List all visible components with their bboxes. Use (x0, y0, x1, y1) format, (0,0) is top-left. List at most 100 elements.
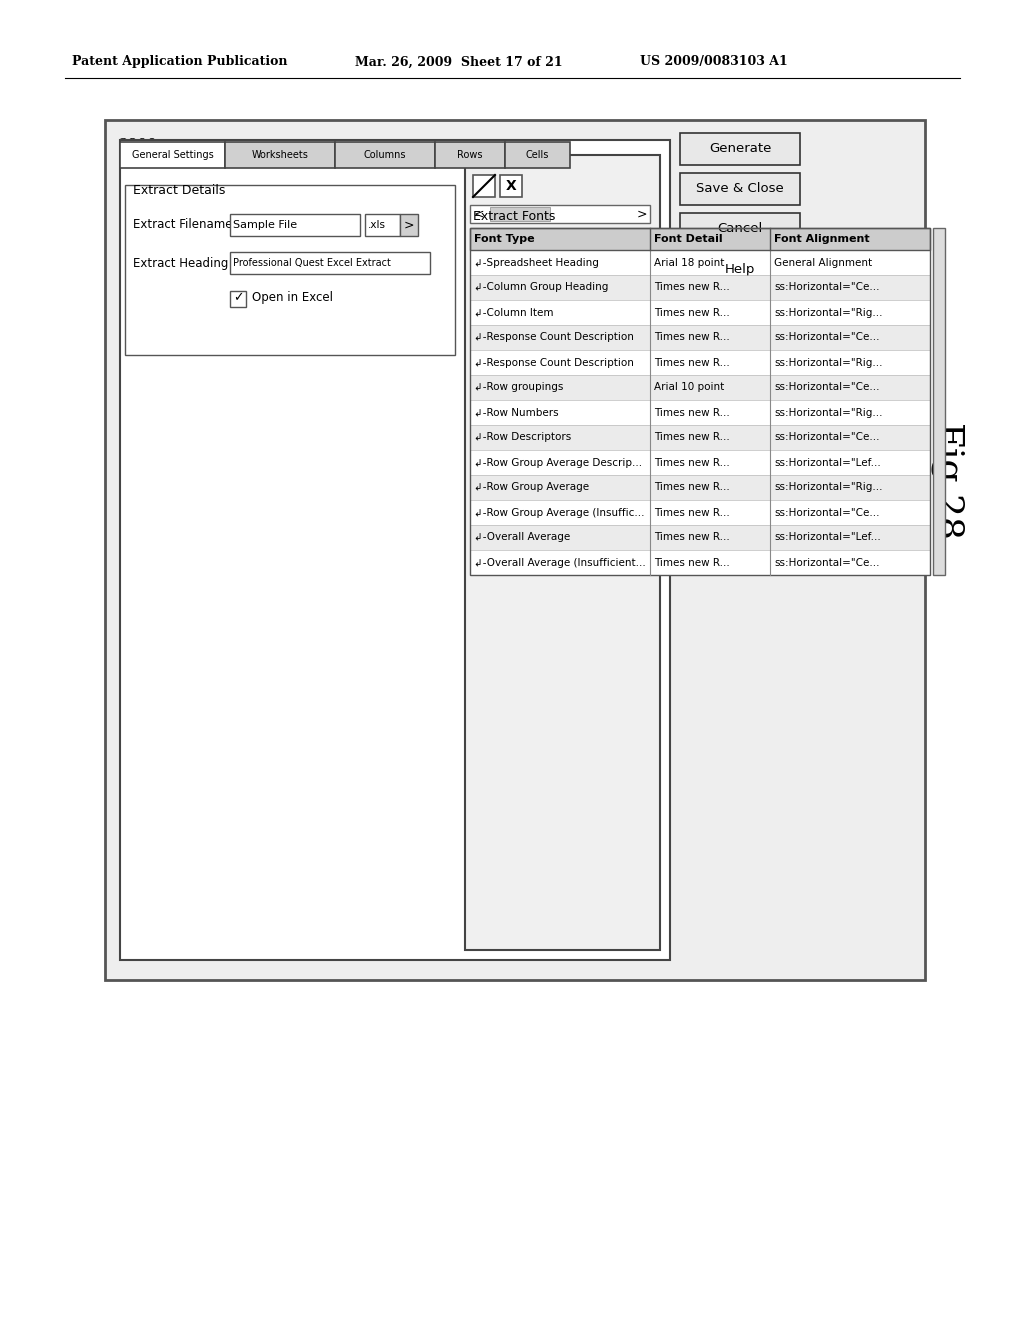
Bar (230, 290, 246, 308)
Bar (680, 213, 800, 246)
Text: General Settings: General Settings (132, 150, 213, 160)
Text: General Alignment: General Alignment (774, 257, 872, 268)
Text: Cancel: Cancel (718, 223, 763, 235)
Text: Extract Details: Extract Details (133, 183, 225, 197)
Text: ss:Horizontal="Ce...: ss:Horizontal="Ce... (774, 383, 880, 392)
Text: ↲-Row Group Average Descrip...: ↲-Row Group Average Descrip... (474, 458, 642, 467)
Text: Worksheets: Worksheets (252, 150, 308, 160)
Bar (470, 205, 650, 223)
Text: Font Detail: Font Detail (654, 234, 723, 244)
Text: Extract Heading: Extract Heading (133, 256, 228, 269)
Text: ss:Horizontal="Ce...: ss:Horizontal="Ce... (774, 507, 880, 517)
Text: ↲-Row Numbers: ↲-Row Numbers (474, 408, 559, 417)
Bar (470, 350, 930, 375)
Bar (225, 143, 335, 168)
Bar (125, 185, 455, 355)
Bar (470, 325, 930, 350)
Text: Open in Excel: Open in Excel (252, 292, 333, 305)
Bar (680, 173, 800, 205)
Text: ss:Horizontal="Ce...: ss:Horizontal="Ce... (774, 433, 880, 442)
Text: Font Alignment: Font Alignment (774, 234, 869, 244)
Bar (470, 550, 930, 576)
Bar (400, 214, 418, 236)
Bar (335, 143, 435, 168)
Text: Times new R...: Times new R... (654, 557, 730, 568)
Text: ↲-Spreadsheet Heading: ↲-Spreadsheet Heading (474, 257, 599, 268)
Bar (470, 400, 930, 425)
Bar (933, 228, 945, 576)
Text: Mar. 26, 2009  Sheet 17 of 21: Mar. 26, 2009 Sheet 17 of 21 (355, 55, 562, 69)
Bar (490, 207, 550, 220)
Text: >: > (403, 219, 415, 231)
Text: ✓: ✓ (232, 292, 244, 305)
Text: Generate: Generate (709, 143, 771, 156)
Bar (465, 154, 660, 950)
Text: Times new R...: Times new R... (654, 507, 730, 517)
Bar (500, 176, 522, 197)
Text: .xls: .xls (368, 220, 386, 230)
Text: Font Type: Font Type (474, 234, 535, 244)
Text: ss:Horizontal="Lef...: ss:Horizontal="Lef... (774, 458, 881, 467)
Text: Fig 28: Fig 28 (931, 421, 965, 539)
Bar (230, 252, 430, 275)
Bar (470, 228, 930, 576)
Text: ss:Horizontal="Ce...: ss:Horizontal="Ce... (774, 333, 880, 342)
Text: Professional Quest Excel Extract: Professional Quest Excel Extract (233, 257, 391, 268)
Bar (470, 475, 930, 500)
Text: Sample File: Sample File (233, 220, 297, 230)
Text: Times new R...: Times new R... (654, 458, 730, 467)
Bar (470, 525, 930, 550)
Text: Times new R...: Times new R... (654, 282, 730, 293)
Text: Extract Fonts: Extract Fonts (473, 210, 555, 223)
Bar (365, 214, 400, 236)
Bar (505, 143, 570, 168)
Bar (470, 300, 930, 325)
Text: Times new R...: Times new R... (654, 433, 730, 442)
Bar (120, 140, 670, 960)
Text: ↲-Overall Average (Insufficient...: ↲-Overall Average (Insufficient... (474, 557, 646, 568)
Text: <: < (474, 207, 484, 220)
Bar (680, 253, 800, 285)
Bar (470, 425, 930, 450)
Bar (120, 143, 225, 168)
Text: ↲-Response Count Description: ↲-Response Count Description (474, 358, 634, 367)
Bar (470, 275, 930, 300)
Text: ss:Horizontal="Ce...: ss:Horizontal="Ce... (774, 557, 880, 568)
Bar (470, 375, 930, 400)
Text: ↲-Row Descriptors: ↲-Row Descriptors (474, 433, 571, 442)
Text: ↲-Row Group Average (Insuffic...: ↲-Row Group Average (Insuffic... (474, 507, 644, 517)
Text: Times new R...: Times new R... (654, 333, 730, 342)
Text: ss:Horizontal="Rig...: ss:Horizontal="Rig... (774, 483, 883, 492)
Text: Rows: Rows (458, 150, 482, 160)
Text: Arial 10 point: Arial 10 point (654, 383, 724, 392)
Text: ss:Horizontal="Rig...: ss:Horizontal="Rig... (774, 308, 883, 318)
Bar (105, 120, 925, 979)
Bar (470, 249, 930, 275)
Text: Times new R...: Times new R... (654, 358, 730, 367)
Text: Times new R...: Times new R... (654, 308, 730, 318)
Bar (470, 228, 930, 249)
Bar (470, 450, 930, 475)
Text: Times new R...: Times new R... (654, 532, 730, 543)
Text: ss:Horizontal="Rig...: ss:Horizontal="Rig... (774, 358, 883, 367)
Text: >: > (637, 207, 647, 220)
Text: ss:Horizontal="Rig...: ss:Horizontal="Rig... (774, 408, 883, 417)
Text: Patent Application Publication: Patent Application Publication (72, 55, 288, 69)
Bar (435, 143, 505, 168)
Text: Cells: Cells (525, 150, 549, 160)
Text: ↲-Column Group Heading: ↲-Column Group Heading (474, 282, 608, 293)
Text: X: X (506, 180, 516, 193)
Bar (680, 133, 800, 165)
Text: ↲-Column Item: ↲-Column Item (474, 308, 554, 318)
Text: Extract Filename: Extract Filename (133, 219, 232, 231)
Bar (470, 228, 930, 249)
Text: Columns: Columns (364, 150, 407, 160)
Text: Times new R...: Times new R... (654, 408, 730, 417)
Text: ss:Horizontal="Lef...: ss:Horizontal="Lef... (774, 532, 881, 543)
Text: Arial 18 point: Arial 18 point (654, 257, 724, 268)
Text: Help: Help (725, 263, 755, 276)
Text: ↲-Row Group Average: ↲-Row Group Average (474, 483, 589, 492)
Text: ↲-Response Count Description: ↲-Response Count Description (474, 333, 634, 342)
Text: ss:Horizontal="Ce...: ss:Horizontal="Ce... (774, 282, 880, 293)
Text: Times new R...: Times new R... (654, 483, 730, 492)
